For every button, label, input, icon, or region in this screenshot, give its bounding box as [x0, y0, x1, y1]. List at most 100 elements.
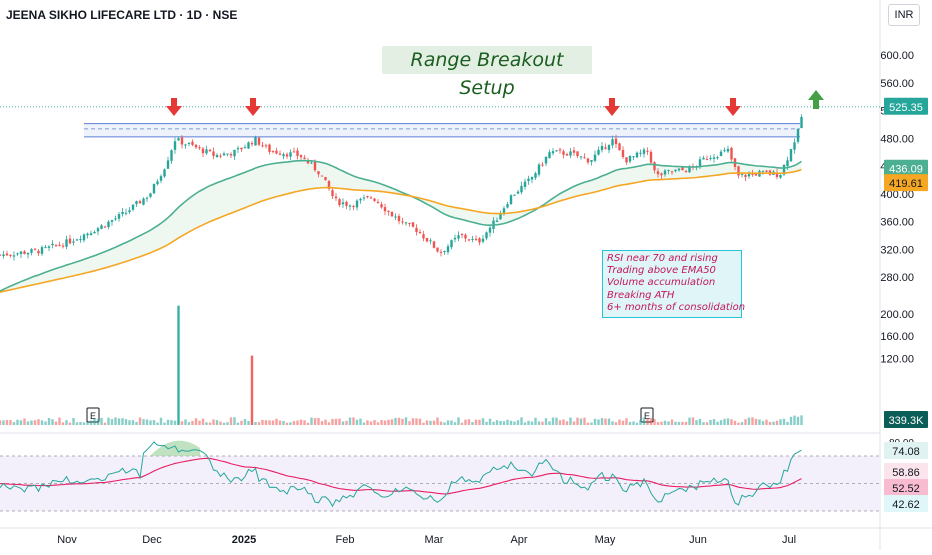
volume-bar	[590, 422, 593, 425]
volume-bar	[628, 421, 632, 425]
rsi-value-label-bg	[884, 442, 928, 459]
candle-body	[779, 175, 782, 178]
candle-body	[415, 227, 418, 233]
volume-bar	[355, 419, 359, 425]
candle-body	[131, 204, 135, 210]
candle-body	[292, 151, 296, 153]
symbol-header: JEENA SIKHO LIFECARE LTD · 1D · NSE	[6, 8, 238, 22]
volume-bar	[373, 420, 376, 425]
volume-bar	[331, 418, 334, 425]
volume-bar	[604, 418, 607, 425]
candle-body	[194, 144, 198, 148]
volume-bar	[429, 420, 432, 425]
rsi-band-bottom-label: 42.62	[892, 499, 920, 511]
volume-bar	[600, 418, 604, 425]
volume-bar	[194, 418, 198, 425]
volume-bar	[383, 420, 387, 425]
candle-body	[23, 251, 26, 254]
candle-body	[352, 206, 355, 208]
down-arrow-icon	[166, 98, 182, 116]
candle-body	[257, 137, 261, 145]
volume-bar	[411, 418, 415, 425]
volume-bar	[359, 418, 362, 425]
candle-body	[289, 152, 292, 157]
candle-body	[317, 171, 320, 175]
candles	[0, 114, 803, 261]
volume-tick-label: 160.00	[880, 331, 914, 343]
volume-bar	[471, 422, 474, 425]
volume-bar	[474, 419, 478, 425]
candle-body	[180, 137, 184, 145]
candle-body	[523, 181, 527, 187]
candle-body	[485, 232, 488, 239]
candle-body	[268, 144, 271, 152]
candle-body	[789, 149, 793, 162]
volume-bar	[243, 418, 247, 425]
ema-lines	[0, 159, 802, 293]
volume-bar	[450, 420, 453, 425]
candle-body	[464, 234, 467, 239]
volume-bar	[306, 422, 310, 425]
volume-bar	[184, 419, 187, 425]
currency-button[interactable]: INR	[888, 4, 920, 26]
rsi-ma-label: 52.52	[892, 483, 920, 495]
volume-bar	[345, 420, 348, 425]
candle-body	[61, 245, 65, 247]
candle-body	[376, 202, 380, 204]
candle-body	[310, 162, 313, 164]
candle-body	[184, 144, 187, 146]
candle-body	[481, 238, 485, 242]
volume-bar	[271, 420, 275, 425]
resistance-band	[84, 123, 800, 138]
time-tick-label: Feb	[336, 534, 355, 546]
candle-body	[765, 170, 768, 172]
volume-bar	[275, 418, 278, 425]
volume-bar	[401, 418, 404, 425]
candle-body	[380, 204, 383, 208]
volume-bar	[625, 418, 628, 425]
volume-bar	[12, 422, 16, 425]
candle-body	[128, 210, 131, 213]
candle-body	[618, 143, 621, 151]
volume-bar	[506, 419, 509, 425]
candle-body	[719, 151, 723, 156]
candle-body	[394, 216, 397, 218]
volume-bar	[789, 416, 793, 425]
candle-body	[229, 154, 233, 156]
time-tick-label: Jul	[782, 534, 796, 546]
price-tick-label: 280.00	[880, 272, 914, 284]
candle-body	[40, 247, 44, 254]
time-tick-label: Nov	[57, 534, 77, 546]
candle-body	[2, 254, 5, 257]
candle-body	[548, 152, 551, 159]
volume-bar	[79, 421, 82, 425]
volume-bar	[264, 420, 268, 425]
candle-body	[33, 248, 37, 250]
volume-bar	[366, 420, 369, 425]
candle-body	[632, 156, 635, 158]
volume-bar	[96, 418, 100, 425]
volume-bar	[660, 421, 663, 425]
candle-body	[250, 143, 254, 145]
candle-body	[460, 234, 464, 236]
candle-body	[422, 234, 425, 239]
notes-box: RSI near 70 and rising Trading above EMA…	[602, 250, 746, 318]
volume-bar	[548, 421, 551, 425]
volume-bar	[394, 417, 397, 425]
note-line: 6+ months of consolidation	[607, 301, 746, 313]
volume-bar	[488, 418, 492, 425]
volume-bar	[509, 420, 513, 425]
volume-bar	[390, 419, 394, 425]
volume-bar	[446, 420, 450, 425]
candle-body	[261, 145, 264, 147]
candle-body	[208, 149, 212, 152]
rsi-band-bottom-label-bg	[884, 495, 928, 512]
volume-bar	[341, 421, 345, 425]
candle-body	[54, 245, 58, 247]
candle-body	[75, 239, 79, 241]
candle-body	[614, 138, 618, 145]
volume-bar	[569, 417, 572, 425]
volume-bars	[0, 305, 803, 425]
candle-body	[786, 160, 789, 167]
